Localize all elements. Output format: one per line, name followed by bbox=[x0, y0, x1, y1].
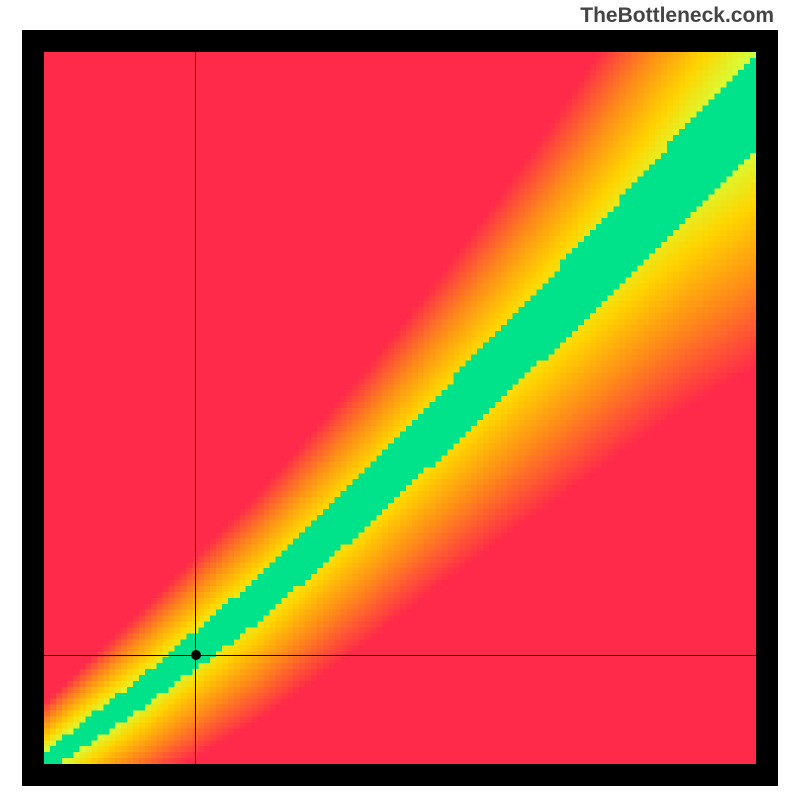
attribution-label: TheBottleneck.com bbox=[580, 4, 774, 28]
bottleneck-heatmap bbox=[44, 52, 756, 764]
plot-frame bbox=[22, 30, 778, 786]
chart-container: TheBottleneck.com bbox=[0, 0, 800, 800]
crosshair-dot bbox=[191, 650, 201, 660]
crosshair-horizontal bbox=[44, 655, 756, 656]
